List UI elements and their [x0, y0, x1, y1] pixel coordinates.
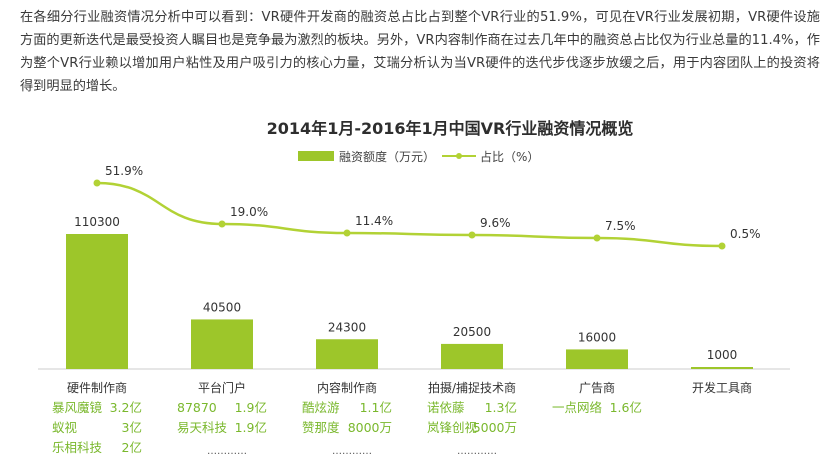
bar-value-label: 20500: [453, 325, 491, 339]
bar-5: [691, 367, 753, 369]
bar-3: [441, 343, 503, 369]
company-amount: 1.1亿: [360, 400, 392, 415]
company-name: 酷炫游: [302, 400, 340, 415]
share-value-label: 9.6%: [480, 216, 511, 230]
bar-4: [566, 349, 628, 369]
company-name: 易天科技: [177, 420, 228, 435]
category-label: 硬件制作商: [67, 380, 127, 395]
company-name: 暴风魔镜: [52, 400, 103, 415]
bar-value-label: 16000: [578, 330, 616, 344]
share-value-label: 0.5%: [730, 227, 761, 241]
company-amount: 1.9亿: [235, 400, 267, 415]
company-more: …………: [207, 446, 247, 457]
share-value-label: 19.0%: [230, 205, 268, 219]
company-more: …………: [332, 446, 372, 457]
legend: 融资额度（万元） 占比（%）: [298, 149, 539, 164]
legend-line-marker: [456, 153, 462, 159]
intro-paragraph: 在各细分行业融资情况分析中可以看到：VR硬件开发商的融资总占比占到整个VR行业的…: [20, 6, 820, 98]
share-value-label: 7.5%: [605, 219, 636, 233]
company-amount: 3亿: [122, 420, 142, 435]
bar-1: [191, 319, 253, 369]
company-name: 赞那度: [302, 420, 340, 435]
share-point-5: [718, 242, 726, 250]
share-point-3: [468, 231, 476, 239]
company-more: …………: [457, 446, 497, 457]
share-point-1: [218, 220, 226, 228]
bar-value-label: 1000: [707, 348, 738, 362]
company-amount: 2亿: [122, 440, 142, 455]
legend-line-label: 占比（%）: [480, 149, 539, 164]
company-amount: 1.6亿: [610, 400, 642, 415]
company-name: 蚁视: [52, 420, 78, 435]
company-name: 诺依藤: [427, 400, 465, 415]
bar-value-label: 110300: [74, 215, 120, 229]
legend-bar-label: 融资额度（万元）: [339, 149, 435, 164]
company-name: 87870: [177, 400, 217, 415]
company-name: 一点网络: [552, 400, 603, 415]
company-amount: 8000万: [348, 420, 392, 435]
intro-text: 在各细分行业融资情况分析中可以看到：VR硬件开发商的融资总占比占到整个VR行业的…: [20, 10, 820, 94]
line-series: 51.9% 19.0% 11.4% 9.6% 7.5% 0.5%: [93, 164, 761, 250]
bar-2: [316, 339, 378, 369]
company-name: 岚锋创视: [427, 420, 478, 435]
legend-bar-swatch: [298, 151, 334, 161]
chart-title: 2014年1月-2016年1月中国VR行业融资情况概览: [267, 119, 634, 138]
category-label: 平台门户: [198, 380, 246, 395]
company-amount: 3.2亿: [110, 400, 142, 415]
category-label: 内容制作商: [317, 380, 377, 395]
share-value-label: 11.4%: [355, 214, 393, 228]
bar-value-label: 40500: [203, 300, 241, 314]
share-line: [96, 181, 723, 248]
share-value-label: 51.9%: [105, 164, 143, 178]
company-amount: 1.9亿: [235, 420, 267, 435]
bar-value-label: 24300: [328, 320, 366, 334]
share-point-4: [593, 234, 601, 242]
company-name: 乐相科技: [52, 440, 103, 455]
category-label: 开发工具商: [692, 380, 752, 395]
category-labels: 硬件制作商 平台门户 内容制作商 拍摄/捕捉技术商 广告商 开发工具商: [67, 380, 752, 395]
company-amount: 5000万: [473, 420, 517, 435]
bar-series: 110300 40500 24300 20500 16000 1000: [66, 215, 753, 369]
company-amount: 1.3亿: [485, 400, 517, 415]
category-label: 拍摄/捕捉技术商: [428, 380, 516, 395]
share-point-0: [93, 179, 101, 187]
share-point-2: [343, 229, 351, 237]
category-label: 广告商: [579, 380, 615, 395]
bar-0: [66, 234, 128, 369]
